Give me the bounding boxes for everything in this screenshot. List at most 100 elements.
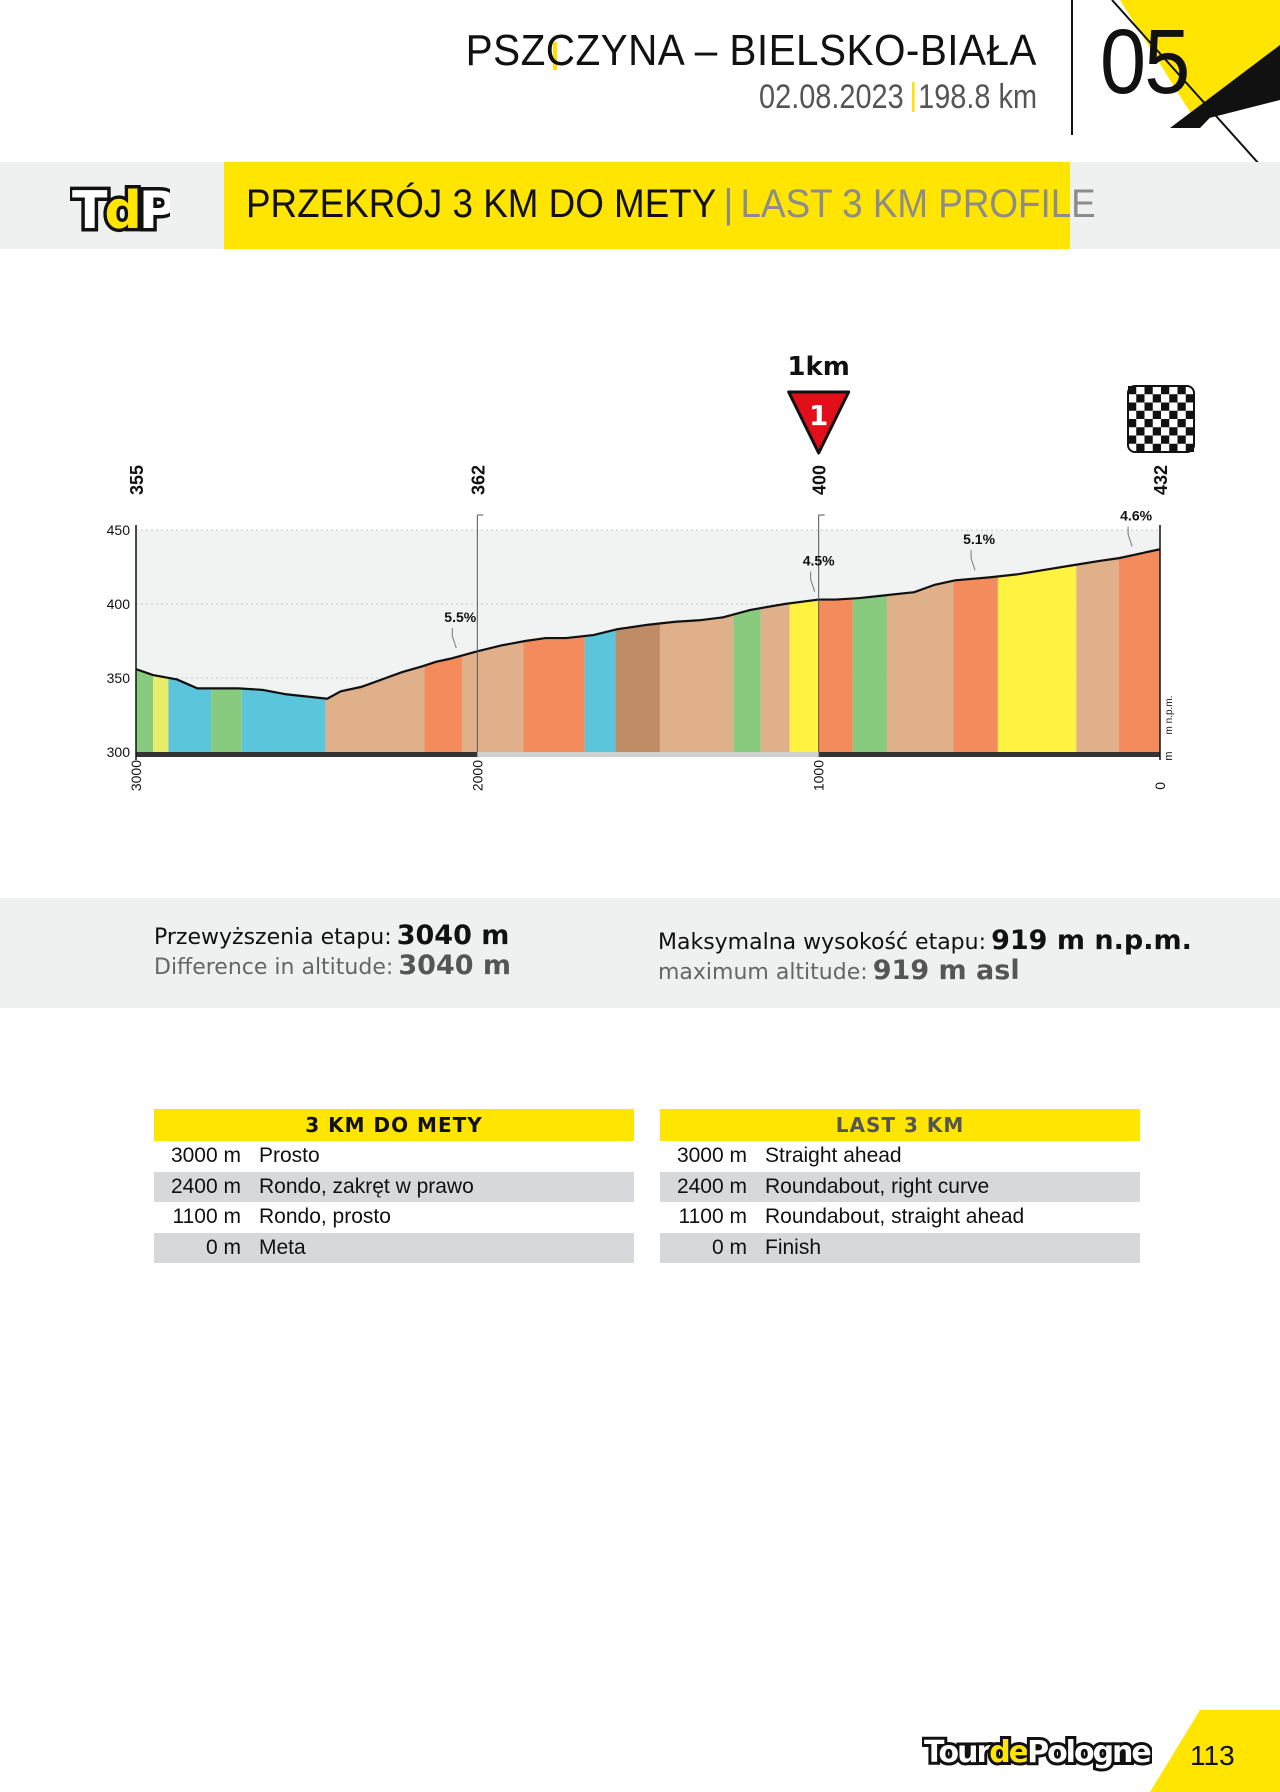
profile-segment bbox=[818, 598, 853, 752]
route-notes-table-en: LAST 3 KM 3000 m Straight ahead 2400 m Rou… bbox=[660, 1109, 1140, 1263]
x-tick-label: 2000 bbox=[469, 760, 485, 791]
table-row: 2400 m Roundabout, right curve bbox=[660, 1171, 1140, 1202]
profile-segment bbox=[168, 677, 212, 752]
subtitle-separator bbox=[912, 82, 915, 112]
profile-title-en: LAST 3 KM PROFILE bbox=[740, 182, 1096, 226]
checkered-flag-square bbox=[1169, 427, 1178, 436]
profile-segment bbox=[1076, 558, 1120, 752]
row-text: Rondo, prosto bbox=[259, 1205, 391, 1228]
checkered-flag-square bbox=[1177, 435, 1186, 444]
tdp-logo: TdP TdP bbox=[70, 178, 170, 238]
checkered-flag-square bbox=[1128, 419, 1137, 428]
checkered-flag-square bbox=[1185, 394, 1194, 403]
climb-stat-pl: Przewyższenia etapu: 3040 m bbox=[154, 920, 509, 951]
checkered-flag-square bbox=[1136, 443, 1145, 452]
checkered-flag-square bbox=[1152, 410, 1161, 419]
elevation-marker-label: 432 bbox=[1151, 465, 1171, 495]
brand-tour: Tour bbox=[924, 1735, 991, 1770]
checkered-flag-square bbox=[1185, 443, 1194, 452]
table-row: 1100 m Rondo, prosto bbox=[154, 1202, 634, 1233]
km-marker-label: 1km bbox=[787, 352, 849, 382]
table-heading-pl: 3 KM DO METY bbox=[154, 1109, 634, 1141]
stats-band bbox=[0, 898, 1280, 1008]
row-distance: 0 m bbox=[711, 1235, 747, 1259]
row-text: Roundabout, straight ahead bbox=[765, 1205, 1025, 1228]
row-distance: 1100 m bbox=[678, 1205, 748, 1228]
gradient-leader bbox=[810, 571, 816, 592]
title-band-highlight bbox=[224, 162, 1070, 249]
profile-segment bbox=[241, 688, 326, 752]
row-text: Prosto bbox=[259, 1144, 320, 1167]
table-row: 3000 m Straight ahead bbox=[660, 1141, 1140, 1172]
checkered-flag-square bbox=[1185, 427, 1194, 436]
x-tick-label: 3000 bbox=[128, 760, 144, 791]
checkered-flag-square bbox=[1128, 435, 1137, 444]
brand-pologne: Pologne bbox=[1027, 1735, 1150, 1770]
table-row: 3000 m Prosto bbox=[154, 1141, 634, 1172]
max-value-en: 919 m asl bbox=[872, 955, 1020, 986]
profile-title-separator: | bbox=[723, 182, 734, 226]
y-axis-unit: m bbox=[1163, 751, 1175, 760]
checkered-flag-square bbox=[1161, 435, 1170, 444]
checkered-flag-square bbox=[1128, 402, 1137, 411]
gradient-leader bbox=[1127, 526, 1133, 547]
profile-segment bbox=[733, 608, 761, 752]
checkered-flag-square bbox=[1144, 402, 1153, 411]
checkered-flag-square bbox=[1136, 427, 1145, 436]
checkered-flag-square bbox=[1185, 410, 1194, 419]
profile-segment bbox=[997, 564, 1077, 752]
checkered-flag-square bbox=[1169, 410, 1178, 419]
checkered-flag-square bbox=[1128, 386, 1137, 395]
climb-value-pl: 3040 m bbox=[396, 920, 510, 951]
row-text: Finish bbox=[765, 1235, 822, 1259]
stage-route: PSZCZYNA – BIELSKO-BIAŁA bbox=[465, 26, 1037, 75]
profile-segment bbox=[424, 655, 462, 752]
x-tick-label: 0 bbox=[1152, 782, 1168, 790]
checkered-flag-square bbox=[1177, 402, 1186, 411]
gradient-leader bbox=[970, 550, 976, 571]
table-row: 0 m Finish bbox=[660, 1232, 1140, 1263]
brand-de: de bbox=[989, 1735, 1027, 1770]
climb-label-en: Difference in altitude: bbox=[154, 955, 394, 980]
stage-corner-graphic bbox=[1071, 0, 1280, 165]
km-marker-triangle bbox=[787, 390, 851, 455]
profile-segment bbox=[789, 599, 819, 752]
row-distance: 3000 m bbox=[170, 1144, 241, 1167]
checkered-flag-square bbox=[1152, 427, 1161, 436]
profile-segment bbox=[523, 636, 585, 752]
row-distance: 1100 m bbox=[172, 1205, 242, 1228]
climb-stat-en: Difference in altitude: 3040 m bbox=[154, 950, 511, 981]
profile-segment bbox=[659, 614, 734, 752]
max-label-pl: Maksymalna wysokość etapu: bbox=[658, 930, 986, 955]
svg-text:TourdePologne: TourdePologne bbox=[924, 1735, 1150, 1770]
route-notes-table-pl: 3 KM DO METY 3000 m Prosto 2400 m Rondo, z… bbox=[154, 1109, 634, 1263]
gradient-label: 5.5% bbox=[444, 609, 476, 625]
profile-title: PRZEKRÓJ 3 KM DO METY | LAST 3 KM PROFILE bbox=[246, 182, 1096, 227]
y-axis-label: m n.p.m. bbox=[1164, 696, 1175, 735]
checkered-flag-square bbox=[1169, 443, 1178, 452]
gradient-leader bbox=[451, 627, 457, 649]
checkered-flag-square bbox=[1177, 386, 1186, 395]
profile-segment bbox=[615, 623, 660, 752]
climb-value-en: 3040 m bbox=[398, 950, 512, 981]
profile-segment bbox=[953, 576, 998, 752]
row-distance: 3000 m bbox=[676, 1144, 747, 1167]
page-number: 113 bbox=[1190, 1740, 1235, 1771]
y-tick-label: 450 bbox=[107, 522, 131, 538]
profile-segment bbox=[461, 641, 524, 752]
profile-segment bbox=[211, 688, 242, 752]
elevation-marker-label: 362 bbox=[468, 465, 488, 495]
checkered-flag-square bbox=[1161, 419, 1170, 428]
row-text: Straight ahead bbox=[765, 1144, 902, 1167]
stage-distance: 198.8 km bbox=[918, 78, 1037, 116]
row-distance: 2400 m bbox=[170, 1174, 241, 1198]
stage-date-distance: 02.08.2023 198.8 km bbox=[759, 78, 1037, 117]
last-3km-profile-chart: 300 350 400 450 3000 2000 1000 0 355 362 400 432 5.5… bbox=[107, 352, 1195, 791]
checkered-flag-square bbox=[1177, 419, 1186, 428]
checkered-flag-square bbox=[1161, 386, 1170, 395]
stage-number: 05 bbox=[1100, 11, 1190, 113]
checkered-flag-square bbox=[1136, 394, 1145, 403]
x-tick-label: 1000 bbox=[811, 760, 827, 791]
climb-label-pl: Przewyższenia etapu: bbox=[154, 925, 392, 950]
baseline-segment bbox=[477, 752, 819, 757]
